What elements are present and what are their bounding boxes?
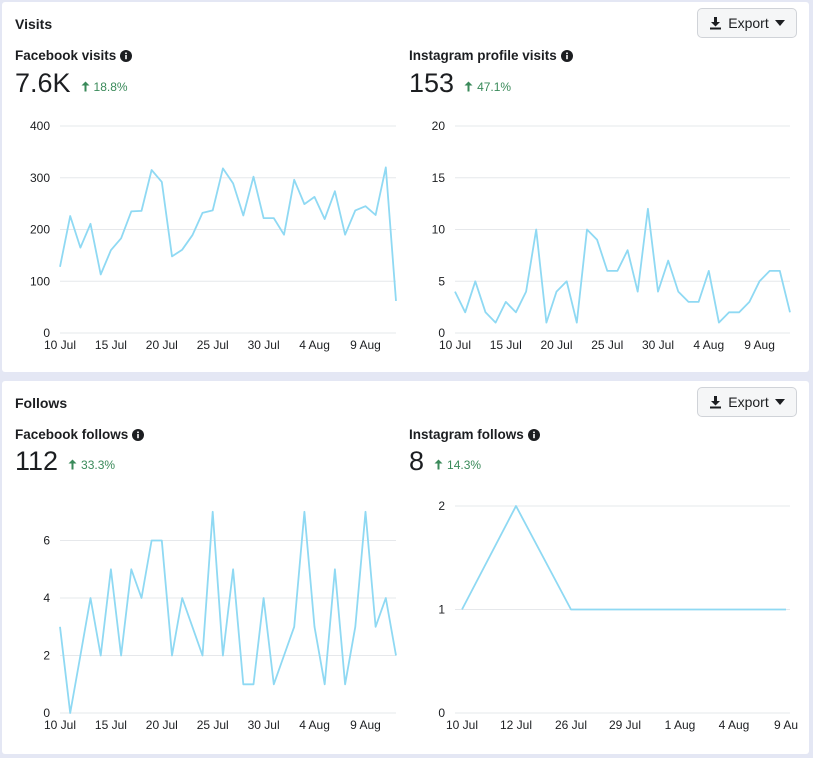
export-button[interactable]: Export — [697, 387, 797, 417]
metric-value-row: 7.6K 18.8% — [15, 70, 128, 97]
follows-panel: Follows Export Facebook follows 112 33.3… — [2, 381, 809, 754]
metric-value-row: 153 47.1% — [409, 70, 511, 97]
download-icon — [710, 396, 722, 409]
metric-delta: 47.1% — [464, 80, 511, 94]
arrow-up-icon — [81, 81, 90, 92]
metric-value: 112 — [15, 446, 59, 476]
metric-title-text: Instagram profile visits — [409, 48, 557, 63]
metric-title: Facebook follows — [15, 427, 145, 442]
export-button[interactable]: Export — [697, 8, 797, 38]
info-icon[interactable] — [132, 428, 145, 441]
metric-value: 153 — [409, 68, 455, 98]
metric-title-text: Instagram follows — [409, 427, 524, 442]
info-icon[interactable] — [120, 49, 133, 62]
metric-delta-text: 18.8% — [93, 79, 128, 94]
caret-down-icon — [774, 399, 785, 405]
metric-delta-text: 33.3% — [81, 457, 116, 472]
visits-panel: Visits Export Facebook visits 7.6K 18.8%… — [2, 2, 809, 372]
download-icon — [710, 17, 722, 30]
metric-value: 8 — [409, 446, 425, 476]
metric-title: Facebook visits — [15, 48, 133, 63]
metric-delta: 33.3% — [68, 458, 115, 472]
metric-title: Instagram profile visits — [409, 48, 573, 63]
metric-delta: 14.3% — [434, 458, 481, 472]
caret-down-icon — [774, 20, 785, 26]
info-icon[interactable] — [560, 49, 573, 62]
metric-title-text: Facebook follows — [15, 427, 129, 442]
info-icon[interactable] — [527, 428, 540, 441]
export-label: Export — [728, 394, 769, 410]
metric-value-row: 8 14.3% — [409, 448, 481, 475]
arrow-up-icon — [68, 459, 77, 470]
metric-value-row: 112 33.3% — [15, 448, 115, 475]
panel-title: Visits — [15, 16, 53, 32]
panel-title: Follows — [15, 395, 68, 411]
metric-title: Instagram follows — [409, 427, 540, 442]
arrow-up-icon — [434, 459, 443, 470]
metric-delta: 18.8% — [81, 80, 128, 94]
metric-title-text: Facebook visits — [15, 48, 117, 63]
metric-delta-text: 47.1% — [477, 79, 512, 94]
export-label: Export — [728, 15, 769, 31]
arrow-up-icon — [464, 81, 473, 92]
metric-delta-text: 14.3% — [447, 457, 482, 472]
metric-value: 7.6K — [15, 68, 71, 98]
